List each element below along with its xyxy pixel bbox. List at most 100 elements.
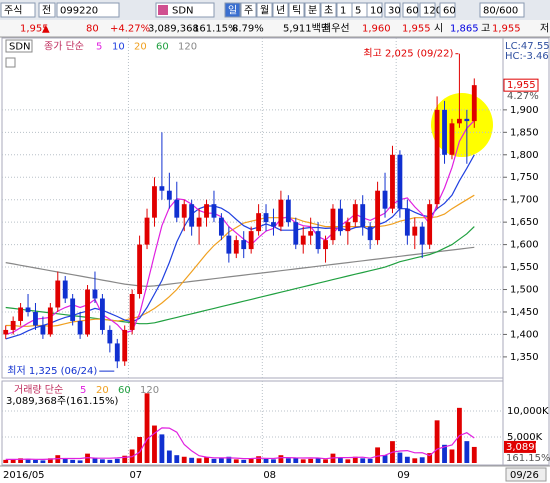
toolbar-button[interactable] [304,2,321,18]
candle-body [25,307,31,312]
volume-panel [1,380,504,466]
legend-label: 5 [80,385,86,396]
volume-bar [278,455,284,463]
candle-body [55,280,61,308]
toolbar-button[interactable] [402,2,419,18]
ma-line [5,154,475,340]
toolbar-button[interactable] [256,2,273,18]
quote-value: 1,955 [402,24,431,35]
highlight [431,93,493,157]
toolbar-label: 1 [340,6,346,17]
chart-title: SDN [9,42,31,53]
toolbar-label: 년 [276,5,285,17]
volume-bar [442,444,447,463]
candle-body [442,109,447,155]
chart-title: 거래량 단순 [14,384,63,396]
annotation: 최고 2,025 (09/22) [363,48,453,60]
candle-body [330,208,336,241]
toolbar-button[interactable] [366,2,383,18]
x-tick-label: 08 [263,470,276,481]
volume-bar [256,456,262,463]
y-tick-label: 1,600 [510,240,539,251]
candle-body [456,118,462,124]
x-tick-label: 2016/05 [3,470,45,481]
candle-body [390,154,395,209]
volume-bar [18,458,24,463]
toolbar-label: 월 [260,5,269,17]
candle-body [62,280,68,299]
candle-body [293,222,299,245]
stock-icon [158,5,168,15]
volume-summary: 3,089,368주(161.15%) [6,396,118,407]
volume-bar [233,459,239,463]
toolbar-button[interactable] [439,2,456,18]
toolbar-label: 30 [388,6,401,17]
candle-body [263,213,269,223]
volume-bar [181,456,187,463]
candle-body [196,217,202,227]
volume-bar [271,459,276,463]
side-label: HC:-3.46 [505,51,549,62]
candle-body [434,109,440,205]
volume-bar [70,459,76,463]
candle-body [397,154,403,209]
y-tick-label: 5,000K [507,432,543,443]
toolbar-button[interactable] [240,2,257,18]
toolbar-label: 120 [423,6,442,17]
toolbar-button[interactable] [0,2,36,18]
volume-bar [382,455,388,463]
legend-label: 60 [156,42,169,53]
candle-body [300,235,306,245]
toolbar-button[interactable] [56,2,120,18]
volume-bar [323,459,328,463]
toolbar-label: 60 [406,6,419,17]
toolbar-button[interactable] [272,2,289,18]
toolbar-label: 5 [355,6,361,17]
candle-body [233,240,239,254]
volume-bar [25,458,31,463]
volume-bar [99,459,105,463]
toolbar-button[interactable] [38,2,56,18]
volume-bar [92,457,98,463]
volume-bar [241,459,247,463]
toolbar-button[interactable] [155,2,215,18]
candle-body [404,208,410,236]
toolbar-label: 일 [228,5,237,17]
candle-body [174,199,180,218]
toolbar-button[interactable] [384,2,401,18]
candle-body [337,208,343,232]
toolbar-button[interactable] [479,2,525,18]
candle-body [18,307,24,321]
candle-body [152,186,157,218]
toolbar-label: 전 [42,5,51,17]
candle-body [137,244,143,295]
chart-subtitle: 종가 단순 [44,41,84,53]
volume-bar [10,459,16,463]
toolbar-button[interactable] [288,2,305,18]
last-price: 1,955 [507,80,536,91]
volume-bar [397,452,403,463]
volume-bar [419,457,425,463]
quote-value: 5,911백만 [283,23,330,35]
volume-bar [204,457,209,463]
toolbar-label: 주 [244,6,253,17]
toolbar-label: 분 [308,5,317,17]
toolbar-button[interactable] [320,2,337,18]
volume-bar [285,458,291,463]
volume-bar [77,460,83,463]
volume-bar [122,455,128,463]
toolbar-label: 099220 [60,6,98,17]
candle-body [107,329,113,344]
candle-body [256,213,262,232]
candle-body [166,190,172,200]
toolbar-button[interactable] [419,2,436,18]
quote-value: 저 [540,23,549,35]
toolbar-button[interactable] [224,2,241,18]
candle-body [218,217,224,236]
volume-bar [367,458,373,463]
y-tick-label: 1,500 [510,285,539,296]
side-label: LC:47.55 [505,41,550,52]
candle-body [285,199,291,223]
ma-line [5,226,475,325]
candle-body [181,204,187,218]
